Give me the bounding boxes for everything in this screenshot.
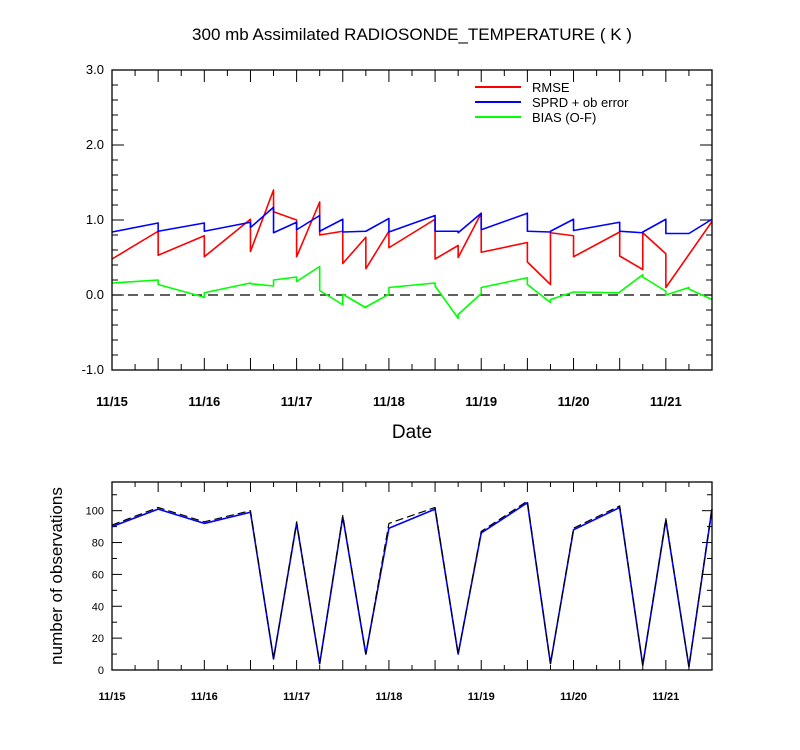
top-plot-frame	[111, 69, 713, 371]
x-axis-label: Date	[392, 422, 432, 443]
chart-title: 300 mb Assimilated RADIOSONDE_TEMPERATUR…	[192, 25, 632, 44]
y-tick-label: 0.0	[86, 287, 104, 302]
legend-bias-label: BIAS (O-F)	[532, 110, 596, 125]
bottom-series-group	[111, 500, 713, 668]
series-line-observations-dashed	[111, 500, 713, 668]
x-tick-label: 11/16	[191, 691, 218, 703]
x-tick-label: 11/18	[373, 394, 405, 409]
top-axis-ticks	[111, 69, 713, 371]
legend-sprd-label: SPRD + ob error	[532, 95, 629, 110]
x-tick-label: 11/18	[375, 691, 402, 703]
bottom-x-tick-labels: 11/15 11/16 11/17 11/18 11/19 11/20 11/21	[99, 691, 680, 703]
y-tick-label: 100	[86, 506, 104, 518]
y-tick-label: 60	[92, 569, 104, 581]
y-tick-label: 0	[98, 665, 104, 677]
legend: RMSE SPRD + ob error BIAS (O-F)	[475, 80, 629, 125]
y-tick-label: 2.0	[86, 137, 104, 152]
x-tick-label: 11/20	[558, 394, 590, 409]
y-tick-label: -1.0	[82, 362, 104, 377]
x-tick-label: 11/19	[468, 691, 495, 703]
y-tick-label: 20	[92, 633, 104, 645]
series-line-rmse	[111, 189, 713, 289]
top-series-group	[111, 189, 713, 320]
y-tick-label: 3.0	[86, 62, 104, 77]
x-tick-label: 11/19	[465, 394, 497, 409]
legend-rmse-label: RMSE	[532, 80, 570, 95]
x-tick-label: 11/21	[652, 691, 679, 703]
series-line-bias-o-f	[111, 265, 713, 320]
bottom-axis-ticks	[111, 482, 713, 671]
series-line-observations-solid	[111, 501, 713, 668]
x-tick-label: 11/20	[560, 691, 587, 703]
bottom-plot-frame	[111, 481, 713, 671]
x-tick-label: 11/15	[96, 394, 128, 409]
x-tick-label: 11/21	[650, 394, 682, 409]
x-tick-label: 11/17	[281, 394, 313, 409]
top-x-tick-labels: 11/15 11/16 11/17 11/18 11/19 11/20 11/21	[96, 394, 682, 409]
y-tick-label: 80	[92, 538, 104, 550]
bottom-y-tick-labels: 0 20 40 60 80 100	[86, 506, 104, 677]
top-y-tick-labels: -1.0 0.0 1.0 2.0 3.0	[82, 62, 104, 377]
y-axis-label: number of observations	[47, 487, 66, 665]
y-tick-label: 40	[92, 601, 104, 613]
top-chart: 300 mb Assimilated RADIOSONDE_TEMPERATUR…	[82, 25, 713, 443]
x-tick-label: 11/15	[99, 691, 126, 703]
x-tick-label: 11/16	[188, 394, 220, 409]
y-tick-label: 1.0	[86, 212, 104, 227]
series-line-sprd-ob-error	[111, 206, 713, 235]
x-tick-label: 11/17	[283, 691, 310, 703]
